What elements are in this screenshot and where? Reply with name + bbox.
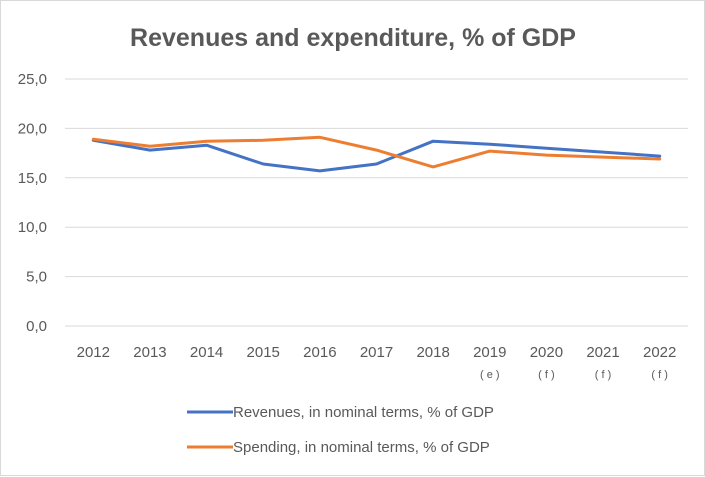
x-axis-tick-labels: 2012 2013 2014 2015 2016 2017 2018 2019 ( e ) 202… (77, 344, 677, 381)
legend-label: Revenues, in nominal terms, % of GDP (233, 404, 494, 421)
y-tick-label: 20,0 (18, 120, 47, 137)
y-tick-label: 25,0 (18, 71, 47, 88)
x-tick-label: 2013 (133, 344, 166, 361)
x-tick-label: 2016 (303, 344, 336, 361)
x-tick-note: ( f ) (651, 369, 668, 381)
x-tick-label: 2018 (416, 344, 449, 361)
x-tick-note: ( f ) (538, 369, 555, 381)
x-tick-label: 2022 (643, 344, 676, 361)
y-tick-label: 15,0 (18, 170, 47, 187)
x-tick-label: 2012 (77, 344, 110, 361)
x-tick-label: 2017 (360, 344, 393, 361)
x-tick-note: ( e ) (480, 369, 500, 381)
x-tick-label: 2014 (190, 344, 223, 361)
legend: Revenues, in nominal terms, % of GDP Spen… (187, 404, 494, 456)
series-lines (93, 137, 660, 171)
x-tick-label: 2015 (247, 344, 280, 361)
chart-title: Revenues and expenditure, % of GDP (130, 24, 576, 52)
x-tick-label: 2020 (530, 344, 563, 361)
y-axis-tick-labels: 0,0 5,0 10,0 15,0 20,0 25,0 (18, 71, 47, 335)
y-tick-label: 5,0 (26, 269, 47, 286)
legend-label: Spending, in nominal terms, % of GDP (233, 439, 490, 456)
x-tick-label: 2019 (473, 344, 506, 361)
y-tick-label: 0,0 (26, 318, 47, 335)
gridlines (65, 79, 688, 326)
x-tick-note: ( f ) (595, 369, 612, 381)
y-tick-label: 10,0 (18, 219, 47, 236)
x-tick-label: 2021 (586, 344, 619, 361)
